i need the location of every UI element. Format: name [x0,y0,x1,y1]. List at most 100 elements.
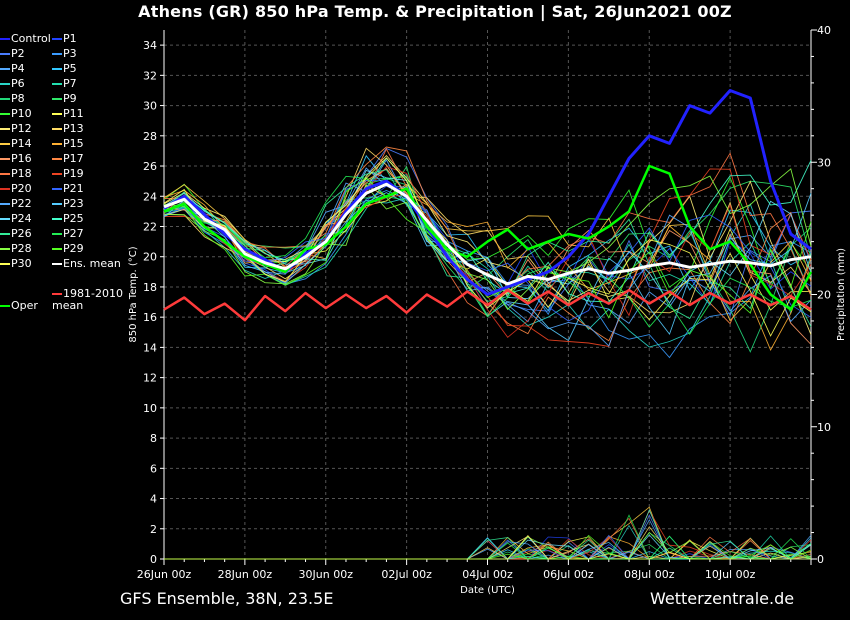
legend-swatch [52,113,62,115]
legend-label: P18 [11,167,32,180]
y-tick-label: 34 [143,39,157,52]
legend-label: P7 [63,77,77,90]
legend-label: P3 [63,47,77,60]
x-axis-title: Date (UTC) [460,585,515,596]
x-tick-label: 04Jul 00z [462,568,513,581]
legend-item-climate-mean: 1981-2010 mean [52,288,132,312]
legend-label: P24 [11,212,32,225]
y2-axis-title: Precipitation (mm) [836,248,847,341]
legend-swatch [0,53,10,55]
legend-item: P8 [0,93,25,105]
ensemble-member-line [163,168,812,348]
legend-label: P15 [63,137,84,150]
y2-tick-label: 30 [817,156,831,169]
y-tick-label: 10 [143,402,157,415]
legend-item: P16 [0,153,32,165]
ensemble-member-line [163,157,812,337]
y-tick-label: 22 [143,220,157,233]
y-tick-label: 6 [150,462,157,475]
legend-swatch [0,188,10,190]
legend-item: P14 [0,138,32,150]
legend-item: P26 [0,228,32,240]
y-tick-label: 8 [150,432,157,445]
legend-label: P11 [63,107,84,120]
y2-tick-label: 10 [817,421,831,434]
legend-item: Ens. mean [52,258,121,270]
series-line-oper [163,164,813,311]
x-tick-label: 28Jun 00z [218,568,273,581]
legend-item: P11 [52,108,84,120]
ensemble-member-line [163,177,812,319]
legend-label: P23 [63,197,84,210]
precip-member-line [164,506,811,560]
legend-swatch [52,53,62,55]
legend-label: P5 [63,62,77,75]
legend-swatch [0,113,10,115]
y-tick-label: 24 [143,190,157,203]
legend-item: P13 [52,123,84,135]
y-tick-label: 16 [143,311,157,324]
legend-label: P6 [11,77,25,90]
legend-item: P24 [0,213,32,225]
ensemble-member-line [163,146,812,342]
legend-label: P25 [63,212,84,225]
y-tick-label: 30 [143,100,157,113]
legend-label: P30 [11,257,32,270]
legend-swatch [52,293,62,295]
legend-item: P12 [0,123,32,135]
legend-label: P19 [63,167,84,180]
legend-item: P7 [52,78,77,90]
y-tick-label: 26 [143,160,157,173]
legend-swatch [52,188,62,190]
ensemble-member-line [163,168,812,311]
legend-item: P28 [0,243,32,255]
legend-label: P27 [63,227,84,240]
precip-member-line [164,534,811,560]
legend-swatch [0,233,10,235]
y-tick-label: 20 [143,251,157,264]
legend-item: P23 [52,198,84,210]
legend-label: P21 [63,182,84,195]
legend: Control P1 P2 P3 P4 P5 P6 P7 P8 P9 P10 P11 P12 P13 P14… [0,33,140,323]
legend-label: P20 [11,182,32,195]
y-tick-label: 12 [143,372,157,385]
ensemble-member-line [163,183,812,322]
legend-item: P25 [52,213,84,225]
legend-label: P10 [11,107,32,120]
legend-label: P12 [11,122,32,135]
legend-label: P13 [63,122,84,135]
legend-label: Oper [11,299,38,312]
legend-item: P29 [52,243,84,255]
legend-swatch [0,203,10,205]
precip-member-line [164,541,812,560]
legend-swatch [52,83,62,85]
legend-swatch [0,263,10,265]
x-tick-label: 02Jul 00z [381,568,432,581]
source-label: Wetterzentrale.de [650,589,795,608]
ensemble-member-line [163,175,812,336]
y-axis-title: 850 hPa Temp. (°C) [128,246,139,342]
legend-label: P1 [63,32,77,45]
legend-swatch [52,158,62,160]
ensemble-member-line [163,147,812,314]
legend-label: Ens. mean [63,257,121,270]
legend-swatch [52,203,62,205]
legend-swatch [52,68,62,70]
legend-swatch [0,305,10,307]
legend-item: P1 [52,33,77,45]
ensemble-member-line [163,180,812,322]
legend-item: P5 [52,63,77,75]
legend-swatch [0,248,10,250]
legend-item: Control [0,33,51,45]
legend-label: P17 [63,152,84,165]
x-tick-label: 06Jul 00z [543,568,594,581]
legend-swatch [52,248,62,250]
legend-item: P27 [52,228,84,240]
y-tick-label: 18 [143,281,157,294]
legend-label: P28 [11,242,32,255]
legend-swatch [0,98,10,100]
legend-swatch [52,98,62,100]
legend-swatch [0,158,10,160]
x-tick-label: 10Jul 00z [705,568,756,581]
